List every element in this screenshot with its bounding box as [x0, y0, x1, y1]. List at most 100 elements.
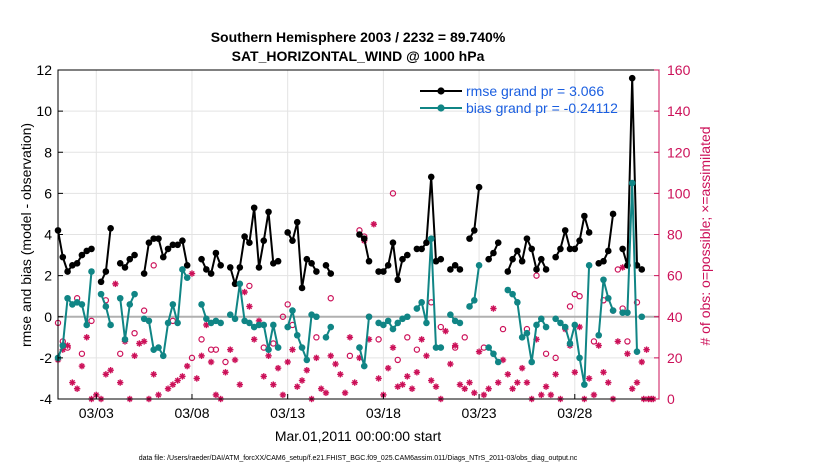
obs-assimilated-marker	[351, 379, 358, 386]
obs-assimilated-marker	[188, 270, 196, 277]
series-bias-point	[432, 344, 440, 351]
series-bias-point	[389, 325, 397, 333]
series-bias-point	[485, 344, 492, 351]
obs-assimilated-marker	[442, 327, 449, 335]
obs-possible-marker	[313, 334, 320, 341]
series-bias-point	[183, 274, 191, 281]
obs-assimilated-stroke	[328, 353, 334, 359]
obs-assimilated-stroke	[198, 353, 205, 359]
series-rmse-point	[140, 270, 148, 277]
series-bias-point	[585, 262, 593, 269]
series-rmse-point	[552, 253, 559, 261]
obs-assimilated-stroke	[284, 359, 291, 365]
series-bias-point	[155, 344, 162, 351]
obs-assimilated-stroke	[634, 379, 640, 386]
obs-assimilated-stroke	[237, 381, 243, 388]
series-rmse-point	[628, 74, 636, 82]
series-rmse-point	[145, 239, 153, 247]
series-rmse-point	[561, 227, 569, 234]
series-rmse-point	[231, 280, 239, 288]
x-tick-label: 03/28	[557, 405, 592, 421]
series-bias-point	[509, 290, 516, 298]
obs-assimilated-stroke	[524, 379, 530, 386]
series-bias-point	[466, 303, 473, 310]
series-bias-point	[198, 301, 205, 308]
series-bias-point	[226, 311, 234, 318]
series-rmse-point	[404, 251, 411, 259]
y-tick-label: 10	[36, 103, 52, 119]
series-bias-point	[121, 336, 129, 343]
obs-assimilated-marker	[265, 352, 272, 360]
obs-assimilated-stroke	[466, 379, 473, 386]
obs-assimilated-stroke	[150, 371, 157, 378]
series-rmse-point	[174, 241, 181, 249]
series-bias-point	[365, 313, 373, 321]
series-bias-point	[447, 311, 454, 318]
obs-assimilated-marker	[542, 383, 550, 390]
series-rmse-point	[585, 229, 593, 236]
series-rmse-point	[265, 208, 272, 216]
obs-assimilated-marker	[140, 338, 148, 345]
obs-assimilated-stroke	[117, 379, 123, 386]
obs-assimilated-marker	[164, 385, 172, 392]
obs-assimilated-stroke	[509, 385, 516, 392]
obs-assimilated-marker	[313, 354, 320, 362]
series-bias-point	[404, 313, 411, 321]
series-rmse-point	[413, 245, 421, 253]
series-bias-point	[518, 334, 526, 341]
obs-assimilated-marker	[418, 336, 425, 343]
x-axis-ticks: 03/03 03/08 03/13 03/18 03/23 03/28	[79, 394, 593, 421]
obs-assimilated-stroke	[342, 390, 348, 396]
obs-assimilated-stroke	[639, 359, 645, 365]
obs-assimilated-marker	[451, 342, 459, 349]
obs-assimilated-marker	[394, 383, 401, 390]
series-rmse-point	[59, 253, 67, 261]
obs-possible-marker	[222, 358, 229, 366]
obs-assimilated-marker	[389, 344, 397, 351]
series-bias-point	[523, 329, 531, 337]
series-bias-point	[628, 179, 636, 187]
series-rmse-point	[490, 249, 497, 257]
obs-assimilated-stroke	[136, 340, 143, 347]
obs-assimilated-marker	[447, 360, 454, 368]
obs-assimilated-stroke	[418, 336, 425, 343]
x-tick-label: 03/18	[366, 405, 401, 421]
series-rmse-point	[494, 239, 502, 247]
obs-assimilated-marker	[629, 385, 636, 392]
series-bias-point	[595, 331, 603, 339]
series-rmse-point	[418, 245, 425, 253]
obs-assimilated-stroke	[586, 375, 592, 382]
obs-possible-marker	[246, 282, 253, 290]
y2-tick-label: 0	[667, 391, 675, 407]
y2-tick-label: 120	[667, 144, 691, 160]
series-bias-point	[145, 317, 153, 325]
y2-axis-ticks: 0 20 40 60 80 100 120 140 160	[654, 62, 691, 407]
series-bias-point	[289, 307, 296, 314]
series-rmse-line	[229, 206, 279, 285]
obs-assimilated-marker	[169, 381, 177, 388]
series-bias-point	[83, 321, 91, 329]
obs-assimilated-stroke	[332, 361, 339, 367]
obs-assimilated-stroke	[103, 371, 109, 378]
obs-possible-marker	[375, 336, 382, 343]
obs-assimilated-marker	[408, 385, 416, 392]
series-bias-point	[159, 352, 167, 360]
obs-assimilated-stroke	[395, 383, 401, 390]
obs-assimilated-stroke	[74, 385, 80, 392]
obs-assimilated-stroke	[251, 336, 257, 343]
obs-assimilated-marker	[413, 369, 421, 376]
obs-assimilated-marker	[193, 375, 200, 382]
obs-possible-marker	[198, 336, 205, 343]
series-bias-point	[88, 268, 95, 275]
chart-title: Southern Hemisphere 2003 / 2232 = 89.740…	[211, 29, 506, 45]
series-bias-point	[164, 319, 172, 327]
series-bias-point	[533, 321, 540, 329]
obs-assimilated-marker	[428, 377, 435, 384]
series-rmse-point	[164, 245, 172, 253]
series-rmse-point	[537, 255, 545, 263]
obs-assimilated-stroke	[184, 363, 190, 369]
obs-assimilated-stroke	[323, 390, 329, 396]
obs-assimilated-stroke	[471, 390, 478, 396]
series-bias-point	[59, 342, 67, 349]
series-bias-point	[313, 313, 320, 321]
